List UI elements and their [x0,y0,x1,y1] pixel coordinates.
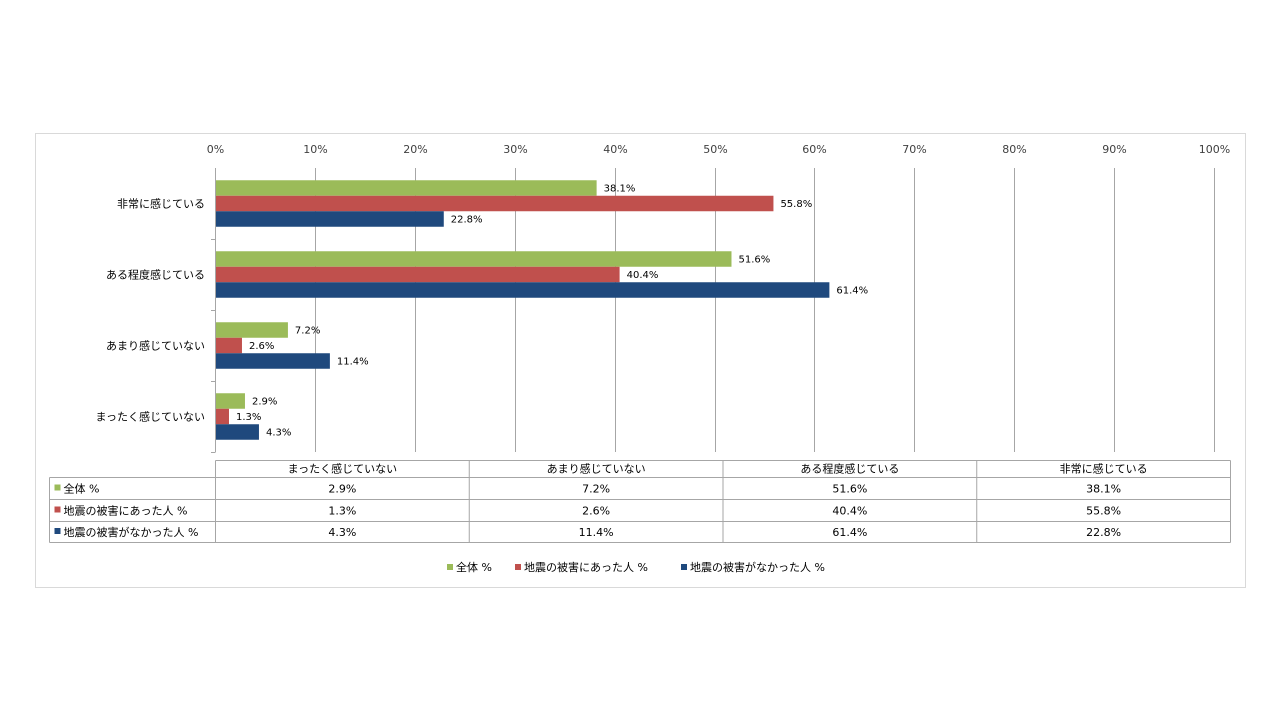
category-label: 非常に感じている [117,198,205,211]
table-cell: 38.1% [1086,483,1121,496]
bar [216,251,732,267]
legend-key [447,564,453,570]
x-tick-label: 100% [1199,143,1230,156]
table-cell: 61.4% [832,526,867,539]
data-label: 22.8% [451,215,483,226]
bar [216,408,229,425]
table-column-header: ある程度感じている [800,462,899,476]
x-tick-label: 10% [303,143,327,156]
data-label: 55.8% [780,199,812,210]
bar [216,337,242,354]
category-label: ある程度感じている [106,268,205,282]
category-label: あまり感じていない [106,340,205,353]
x-tick-label: 30% [503,143,527,156]
x-tick-label: 40% [603,143,627,156]
bar [216,180,597,196]
data-label: 2.6% [249,341,274,352]
x-tick-label: 90% [1102,143,1126,156]
category-label: まったく感じていない [95,411,205,424]
table-row-header: 地震の被害にあった人 % [64,504,188,518]
data-labels: 38.1% 55.8% 22.8% 51.6% 40.4% 61.4% 7.2% 2.6% 11… [236,184,868,439]
table-cell: 22.8% [1086,526,1121,539]
table-cell: 55.8% [1086,505,1121,518]
table-cell: 2.9% [328,483,356,496]
table-cell: 4.3% [328,526,356,539]
legend: 全体 % 地震の被害にあった人 % 地震の被害がなかった人 % [447,560,825,574]
table-cell: 1.3% [328,505,356,518]
x-tick-label: 70% [902,143,926,156]
data-label: 11.4% [337,357,369,368]
x-tick-label: 80% [1002,143,1026,156]
table-cell: 51.6% [832,483,867,496]
table-row-header: 地震の被害がなかった人 % [64,525,199,539]
data-label: 38.1% [604,184,636,195]
table-cell: 7.2% [582,483,610,496]
legend-label: 全体 % [456,560,492,574]
table-legend-key [54,528,61,534]
table-row-header: 全体 % [64,482,100,496]
legend-key [515,564,521,570]
data-label: 40.4% [627,270,659,281]
data-label: 2.9% [252,397,277,408]
table-legend-key [54,506,61,513]
bar [216,282,830,298]
bars [216,180,830,440]
x-tick-label: 0% [207,143,224,156]
table-column-header: まったく感じていない [288,463,398,476]
bar [216,353,330,369]
table-column-header: あまり感じていない [547,463,646,476]
x-tick-label: 20% [403,143,427,156]
x-axis-ticks: 0% 10% 20% 30% 40% 50% 60% 70% 80% 90% 100% [207,143,1230,156]
bar [216,266,620,283]
table-cell: 2.6% [582,505,610,518]
legend-label: 地震の被害がなかった人 % [690,560,825,574]
data-label: 4.3% [266,428,291,439]
data-label: 7.2% [295,326,320,337]
bar [216,195,774,212]
table-column-header: 非常に感じている [1060,463,1148,476]
x-tick-label: 50% [703,143,727,156]
table-cell: 40.4% [832,505,867,518]
data-label: 1.3% [236,412,261,423]
table-cell: 11.4% [579,526,614,539]
legend-label: 地震の被害にあった人 % [524,560,648,574]
bar [216,322,288,338]
bar [216,424,259,440]
data-label: 61.4% [836,286,868,297]
bar [216,211,444,227]
legend-key [681,564,687,570]
table-legend-key [54,484,61,491]
x-tick-label: 60% [802,143,826,156]
data-label: 51.6% [738,255,770,266]
bar [216,393,245,409]
